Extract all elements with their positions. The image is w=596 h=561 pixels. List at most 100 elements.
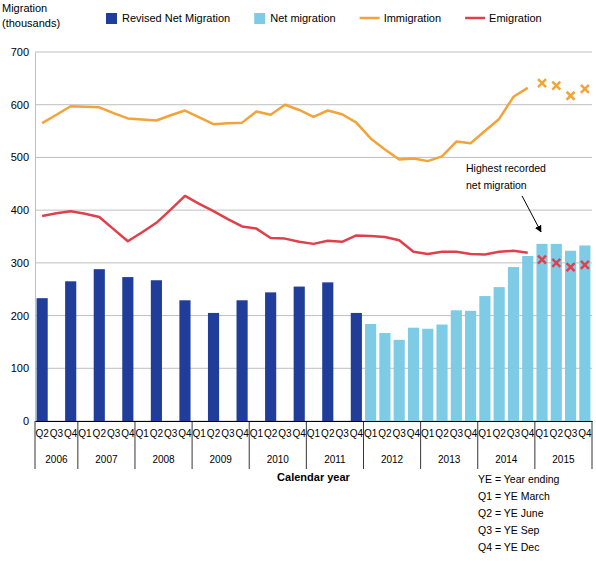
bar: [65, 281, 76, 421]
bar: [394, 340, 405, 421]
year-separator: [77, 421, 78, 469]
year-label: 2007: [95, 454, 118, 465]
x-tick: Q1: [78, 421, 92, 439]
grid-line: [35, 157, 592, 158]
line: [42, 88, 528, 161]
year-label: 2011: [324, 454, 346, 465]
x-tick: Q3: [50, 421, 64, 439]
x-tick-label: Q1: [193, 428, 207, 439]
x-tick-label: Q3: [507, 428, 521, 439]
marker: [552, 259, 560, 267]
year-label: 2009: [210, 454, 233, 465]
x-tick: Q2: [550, 421, 564, 439]
y-tick-label: 100: [11, 362, 29, 374]
year-separator: [477, 421, 478, 469]
x-tick: Q3: [221, 421, 235, 439]
notes: YE = Year endingQ1 = YE MarchQ2 = YE Jun…: [478, 473, 560, 553]
x-tick: Q4: [178, 421, 192, 439]
y-axis-title-line: (thousands): [2, 17, 60, 29]
bar: [94, 269, 105, 421]
annotation-arrow: [522, 196, 541, 232]
bar: [579, 245, 590, 421]
x-tick-label: Q2: [378, 428, 392, 439]
bar-series: [365, 244, 590, 421]
legend-item: Revised Net Migration: [106, 12, 230, 24]
year-separator: [35, 421, 36, 469]
y-tick-label: 300: [11, 257, 29, 269]
grid: [35, 52, 592, 421]
bar: [508, 267, 519, 421]
x-axis: Q2Q3Q4Q1Q2Q3Q4Q1Q2Q3Q4Q1Q2Q3Q4Q1Q2Q3Q4Q1…: [35, 421, 592, 439]
marker: [567, 263, 575, 271]
x-tick-label: Q4: [407, 428, 421, 439]
y-axis-title-line: Migration: [2, 2, 47, 14]
y-tick: 700: [11, 46, 35, 58]
legend-label: Revised Net Migration: [122, 12, 230, 24]
x-tick: Q4: [578, 421, 592, 439]
year-label: 2012: [381, 454, 404, 465]
x-tick: Q3: [564, 421, 578, 439]
x-tick: Q3: [393, 421, 407, 439]
x-tick: Q1: [307, 421, 321, 439]
x-tick: Q4: [293, 421, 307, 439]
legend-item: Net migration: [254, 12, 335, 24]
x-tick-label: Q1: [135, 428, 149, 439]
marker: [581, 261, 589, 269]
x-tick: Q4: [64, 421, 78, 439]
bar: [494, 287, 505, 421]
y-tick-label: 0: [23, 415, 29, 427]
legend-label: Emigration: [489, 12, 542, 24]
x-tick-label: Q1: [78, 428, 92, 439]
x-tick-label: Q2: [492, 428, 506, 439]
year-separator: [363, 421, 364, 469]
bar: [265, 292, 276, 421]
x-tick-label: Q3: [164, 428, 178, 439]
x-tick: Q2: [207, 421, 221, 439]
x-tick-label: Q4: [64, 428, 78, 439]
bar: [408, 328, 419, 421]
annotation: Highest recordednet migration: [466, 162, 546, 232]
note: Q4 = YE Dec: [478, 541, 539, 553]
x-tick-label: Q4: [178, 428, 192, 439]
x-tick-label: Q1: [307, 428, 321, 439]
annotation-text: net migration: [466, 179, 527, 191]
y-axis-line: [35, 53, 36, 422]
line: [42, 196, 528, 255]
x-tick-label: Q2: [264, 428, 278, 439]
x-tick-label: Q4: [293, 428, 307, 439]
bar: [151, 280, 162, 421]
legend-item: Emigration: [465, 12, 542, 24]
x-tick-label: Q2: [321, 428, 335, 439]
x-tick-label: Q3: [107, 428, 121, 439]
x-tick: Q4: [121, 421, 135, 439]
x-tick-label: Q2: [207, 428, 221, 439]
x-tick: Q3: [107, 421, 121, 439]
bar: [379, 333, 390, 421]
x-tick-label: Q4: [121, 428, 135, 439]
legend: Revised Net MigrationNet migrationImmigr…: [106, 12, 542, 24]
x-tick-label: Q3: [221, 428, 235, 439]
y-tick: 200: [11, 310, 35, 322]
legend-swatch: [106, 13, 117, 24]
x-tick-label: Q1: [535, 428, 549, 439]
y-tick: 0: [23, 415, 35, 427]
year-separator: [134, 421, 135, 469]
x-tick: Q4: [521, 421, 535, 439]
bar: [208, 313, 219, 421]
bar-series: [37, 269, 362, 421]
x-tick-label: Q4: [464, 428, 478, 439]
x-tick: Q4: [235, 421, 249, 439]
x-tick: Q2: [93, 421, 107, 439]
year-separator: [192, 421, 193, 469]
x-tick: Q4: [464, 421, 478, 439]
marker-series: [538, 79, 589, 100]
x-tick-label: Q3: [393, 428, 407, 439]
x-tick-label: Q2: [150, 428, 164, 439]
note: YE = Year ending: [478, 473, 560, 485]
x-tick: Q2: [35, 421, 49, 439]
year-separator: [534, 421, 535, 469]
y-tick: 300: [11, 257, 35, 269]
y-tick-label: 600: [11, 99, 29, 111]
y-tick-label: 400: [11, 204, 29, 216]
y-tick: 500: [11, 151, 35, 163]
